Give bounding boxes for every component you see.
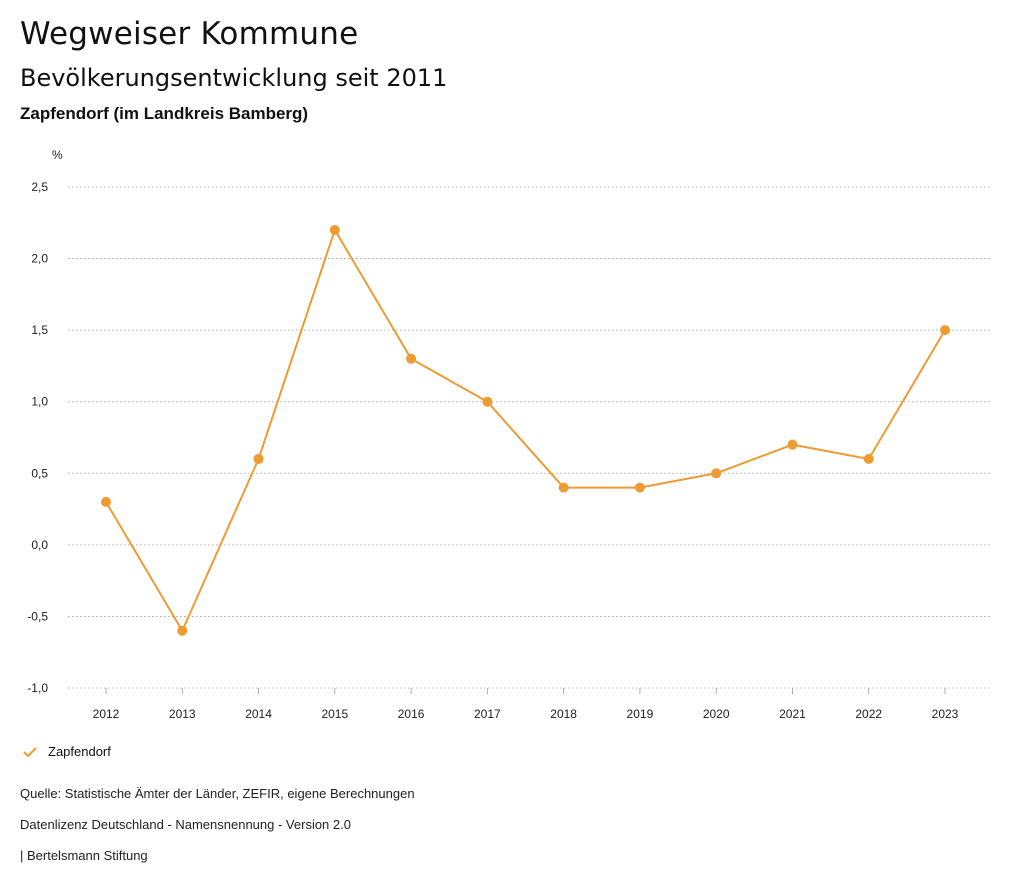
x-tick-label: 2014 bbox=[245, 707, 272, 721]
line-chart: % 2,52,01,51,00,50,0-0,5-1,0 2012 2013 201… bbox=[27, 148, 990, 721]
data-point-2014[interactable] bbox=[253, 453, 264, 464]
data-point-2018[interactable] bbox=[558, 482, 569, 493]
legend-item-zapfendorf[interactable]: Zapfendorf bbox=[22, 744, 111, 759]
x-tick-label: 2012 bbox=[93, 707, 120, 721]
y-tick-label: 2,0 bbox=[31, 252, 48, 266]
x-tick-label: 2022 bbox=[855, 707, 882, 721]
x-tick-label: 2021 bbox=[779, 707, 806, 721]
source-note: Quelle: Statistische Ämter der Länder, Z… bbox=[20, 786, 415, 801]
series-zapfendorf bbox=[101, 224, 950, 636]
grid-lines bbox=[68, 186, 990, 689]
region-label: Zapfendorf (im Landkreis Bamberg) bbox=[20, 104, 309, 123]
chart-subtitle: Bevölkerungsentwicklung seit 2011 bbox=[20, 64, 448, 92]
page-title: Wegweiser Kommune bbox=[20, 16, 359, 52]
x-tick-label: 2020 bbox=[703, 707, 730, 721]
license-note: Datenlizenz Deutschland - Namensnennung … bbox=[20, 817, 351, 832]
data-point-2019[interactable] bbox=[634, 482, 645, 493]
y-axis-ticks: 2,5 2,0 1,5 1,0 0,5 0,0 -0,5 -1,0 bbox=[27, 180, 48, 695]
data-point-2021[interactable] bbox=[787, 439, 798, 450]
series-line bbox=[105, 228, 946, 632]
data-point-2015[interactable] bbox=[329, 224, 340, 235]
y-axis-unit: % bbox=[52, 148, 63, 162]
y-tick-label: -0,5 bbox=[27, 609, 48, 623]
x-tick-label: 2019 bbox=[627, 707, 654, 721]
y-tick-label: -1,0 bbox=[27, 681, 48, 695]
y-tick-label: 2,5 bbox=[31, 180, 48, 194]
data-point-2012[interactable] bbox=[101, 496, 111, 507]
x-tick-label: 2015 bbox=[321, 707, 348, 721]
data-point-2016[interactable] bbox=[406, 353, 417, 364]
y-tick-label: 0,5 bbox=[31, 466, 48, 480]
data-point-2013[interactable] bbox=[177, 625, 188, 636]
y-tick-label: 1,0 bbox=[31, 395, 48, 409]
legend-label: Zapfendorf bbox=[48, 744, 111, 759]
check-icon bbox=[23, 746, 37, 757]
x-tick-label: 2018 bbox=[550, 707, 577, 721]
y-tick-label: 1,5 bbox=[31, 323, 48, 337]
x-axis-ticks: 2012 2013 2014 2015 2016 2017 2018 2019 2020 2021… bbox=[93, 688, 959, 721]
publisher-note: | Bertelsmann Stiftung bbox=[20, 848, 148, 863]
data-point-2020[interactable] bbox=[711, 468, 722, 479]
x-tick-label: 2023 bbox=[932, 707, 959, 721]
x-tick-label: 2013 bbox=[169, 707, 196, 721]
data-point-2022[interactable] bbox=[863, 453, 874, 464]
x-tick-label: 2017 bbox=[474, 707, 501, 721]
y-tick-label: 0,0 bbox=[31, 538, 48, 552]
x-tick-label: 2016 bbox=[398, 707, 425, 721]
data-point-2023[interactable] bbox=[940, 325, 950, 336]
data-point-2017[interactable] bbox=[482, 396, 493, 407]
